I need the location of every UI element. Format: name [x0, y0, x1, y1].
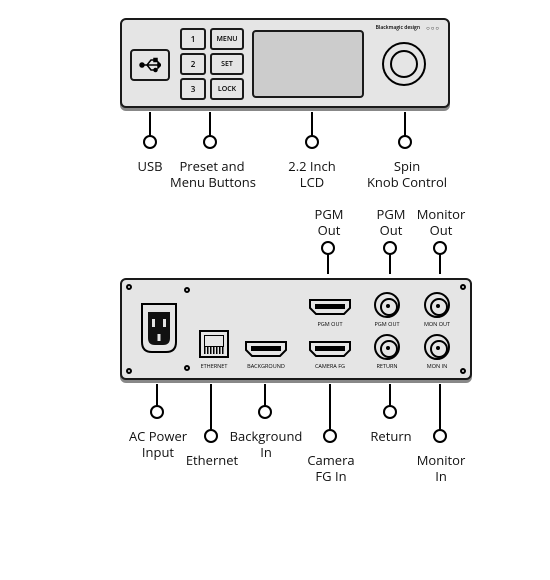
bnc-return: [374, 334, 400, 360]
callout-lcd: 2.2 Inch LCD: [282, 158, 342, 191]
lcd-screen: [252, 30, 364, 98]
power-inlet: [140, 302, 178, 359]
port-label-pgm-bnc: PGM OUT: [367, 320, 407, 328]
screw-icon: [126, 368, 132, 374]
port-label-background: BACKGROUND: [246, 362, 286, 370]
port-label-pgm-hdmi: PGM OUT: [310, 320, 350, 328]
bnc-mon-out: [424, 292, 450, 318]
screw-icon: [460, 284, 466, 290]
brand-label: Blackmagic design: [376, 25, 420, 31]
ethernet-port: [199, 330, 229, 358]
spin-knob[interactable]: [382, 42, 426, 86]
bnc-pgm-out: [374, 292, 400, 318]
port-label-camera: CAMERA FG: [310, 362, 350, 370]
rear-panel: ETHERNET BACKGROUND PGM OUT CAMERA FG PG…: [120, 278, 472, 380]
menu-button[interactable]: MENU: [210, 28, 244, 50]
preset-button-3[interactable]: 3: [180, 78, 206, 100]
hdmi-camera-fg: [308, 340, 352, 363]
vent-dots-icon: ○○○: [426, 24, 440, 32]
set-button[interactable]: SET: [210, 53, 244, 75]
screw-icon: [126, 284, 132, 290]
callout-knob: Spin Knob Control: [362, 158, 452, 191]
callout-return: Return: [366, 428, 416, 444]
callout-usb: USB: [130, 158, 170, 174]
screw-icon: [184, 365, 190, 371]
preset-button-2[interactable]: 2: [180, 53, 206, 75]
bnc-mon-in: [424, 334, 450, 360]
hdmi-pgm-out: [308, 298, 352, 321]
port-label-return: RETURN: [367, 362, 407, 370]
port-label-mon-in: MON IN: [417, 362, 457, 370]
preset-button-1[interactable]: 1: [180, 28, 206, 50]
callout-background: Background In: [225, 428, 307, 461]
screw-icon: [460, 368, 466, 374]
callout-camera: Camera FG In: [302, 452, 360, 485]
screw-icon: [184, 287, 190, 293]
callout-pgm-bnc: PGM Out: [370, 206, 412, 239]
port-label-mon-out: MON OUT: [417, 320, 457, 328]
callout-pgm-hdmi: PGM Out: [308, 206, 350, 239]
port-label-ethernet: ETHERNET: [194, 362, 234, 370]
hdmi-background: [244, 340, 288, 363]
callout-mon-in: Monitor In: [414, 452, 468, 485]
front-panel: Blackmagic design ○○○ 1 2 3 MENU SET LOC…: [120, 18, 450, 108]
callout-preset: Preset and Menu Buttons: [170, 158, 254, 191]
callout-mon-out: Monitor Out: [414, 206, 468, 239]
lock-button[interactable]: LOCK: [210, 78, 244, 100]
usb-icon: [139, 56, 161, 79]
